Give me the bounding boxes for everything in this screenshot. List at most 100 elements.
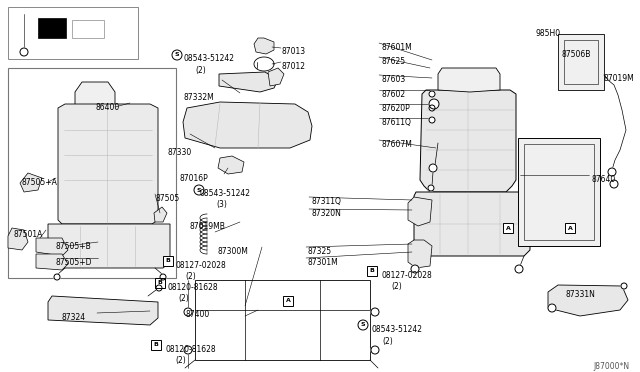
Text: 87611Q: 87611Q [382,118,412,127]
Bar [38,18,66,38]
Circle shape [515,265,523,273]
Polygon shape [408,197,432,226]
Text: (2): (2) [391,282,402,291]
Text: B: B [166,259,170,263]
Text: 87311Q: 87311Q [311,197,341,206]
Text: 87331N: 87331N [565,290,595,299]
Text: 87019M: 87019M [604,74,635,83]
Text: 985H0: 985H0 [536,29,561,38]
Circle shape [184,308,192,316]
Text: B: B [369,269,374,273]
Text: 87505+A: 87505+A [22,178,58,187]
Circle shape [429,117,435,123]
Circle shape [371,346,379,354]
Text: 08543-51242: 08543-51242 [183,54,234,63]
Text: 87506B: 87506B [561,50,590,59]
Bar [72,20,104,38]
Text: 08127-02028: 08127-02028 [381,271,432,280]
Circle shape [172,50,182,60]
Bar [367,266,377,276]
Bar [565,223,575,233]
Circle shape [610,180,618,188]
Circle shape [184,346,192,354]
Bar [151,340,161,350]
Text: 87016P: 87016P [180,174,209,183]
Polygon shape [36,254,68,270]
Circle shape [548,304,556,312]
Text: 08120-81628: 08120-81628 [168,283,219,292]
Text: 08120-81628: 08120-81628 [165,345,216,354]
Polygon shape [75,82,115,115]
Polygon shape [219,72,278,92]
Text: 87330: 87330 [168,148,192,157]
Text: 86400: 86400 [95,103,119,112]
Text: S: S [361,323,365,327]
Bar [155,278,165,288]
Polygon shape [254,38,274,54]
Circle shape [621,283,627,289]
Polygon shape [408,240,432,268]
Text: 87640: 87640 [591,175,615,184]
Text: 08127-02028: 08127-02028 [175,261,226,270]
Text: B: B [154,343,159,347]
Circle shape [358,320,368,330]
Text: 87505+B: 87505+B [55,242,91,251]
Text: 87601M: 87601M [382,43,413,52]
Polygon shape [218,156,244,174]
Bar [564,40,598,84]
Text: 87013: 87013 [282,47,306,56]
Bar [8,7,138,59]
Text: 87505+D: 87505+D [55,258,92,267]
Text: 87501A: 87501A [14,230,44,239]
Text: (2): (2) [175,356,186,365]
Text: (2): (2) [178,294,189,303]
Polygon shape [20,173,42,192]
Text: 87301M: 87301M [308,258,339,267]
Circle shape [608,168,616,176]
Bar [283,296,293,306]
Bar [8,68,176,278]
Polygon shape [183,102,312,148]
Text: 87320N: 87320N [311,209,341,218]
Circle shape [428,185,434,191]
Circle shape [429,164,437,172]
Text: 87505: 87505 [155,194,179,203]
Polygon shape [420,90,516,192]
Polygon shape [36,238,68,256]
Polygon shape [548,285,628,316]
Polygon shape [414,192,530,256]
Text: 87620P: 87620P [382,104,411,113]
Text: S: S [175,52,179,58]
Text: 08543-51242: 08543-51242 [372,325,423,334]
Circle shape [411,265,419,273]
Polygon shape [48,296,158,325]
Polygon shape [438,68,500,92]
Bar [163,256,173,266]
Text: A: A [506,225,511,231]
Polygon shape [48,224,170,268]
Bar [518,138,600,246]
Circle shape [20,48,28,56]
Polygon shape [58,104,158,224]
Polygon shape [8,228,28,250]
Text: 87325: 87325 [308,247,332,256]
Text: 87324: 87324 [62,313,86,322]
Circle shape [429,99,439,109]
Bar [503,223,513,233]
Text: S: S [196,187,202,192]
Text: (2): (2) [195,66,205,75]
Text: J87000*N: J87000*N [594,362,630,371]
Circle shape [54,274,60,280]
Text: A: A [285,298,291,304]
Bar [524,144,594,240]
Circle shape [429,105,435,111]
Text: 08543-51242: 08543-51242 [200,189,251,198]
Text: 87332M: 87332M [183,93,214,102]
Text: 87607M: 87607M [382,140,413,149]
Text: 87012: 87012 [282,62,306,71]
Circle shape [160,274,166,280]
Text: (2): (2) [382,337,393,346]
Circle shape [429,91,435,97]
Text: 87019MB: 87019MB [190,222,226,231]
Text: B: B [157,280,163,285]
